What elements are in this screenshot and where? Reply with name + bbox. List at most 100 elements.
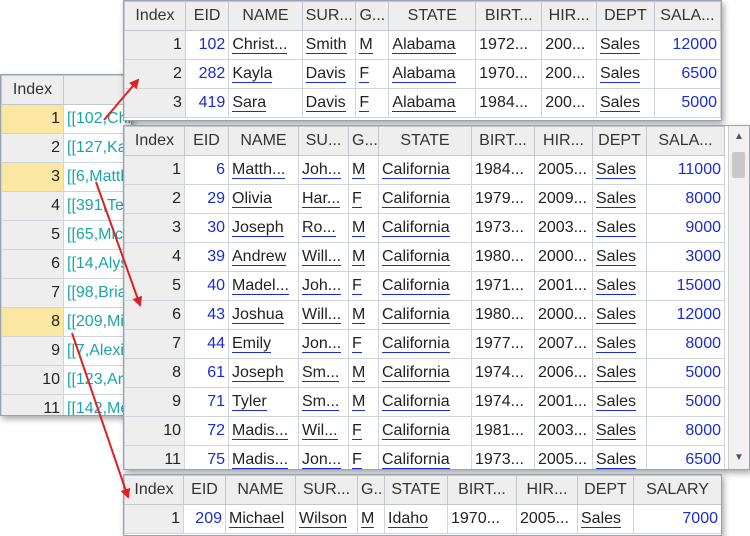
cell-text[interactable]: 1980... xyxy=(471,300,535,330)
row-index[interactable]: 1 xyxy=(1,104,64,134)
row-index[interactable]: 6 xyxy=(1,249,64,279)
cell-link[interactable]: Sales xyxy=(592,155,647,185)
cell-link-text[interactable]: Sales xyxy=(599,65,641,83)
group-value-cell[interactable]: [[102,Christian,Smith,F,Alabama,...],[28… xyxy=(63,104,131,134)
cell-text[interactable]: 1970... xyxy=(475,59,543,89)
column-header[interactable]: SUR... xyxy=(295,475,358,505)
cell-link-text[interactable]: Sales xyxy=(596,306,637,324)
cell-text[interactable]: 1972... xyxy=(475,30,543,60)
row-index[interactable]: 7 xyxy=(124,329,185,359)
cell-text[interactable]: 200... xyxy=(541,59,597,89)
cell-link[interactable]: Ro... xyxy=(298,213,349,243)
group-value-cell[interactable]: [[209,Michael,... xyxy=(63,307,131,337)
column-header[interactable]: SU... xyxy=(298,126,349,156)
column-header[interactable]: HIR... xyxy=(534,126,593,156)
cell-link-text[interactable]: California xyxy=(382,364,450,382)
cell-link[interactable]: Davis xyxy=(301,59,357,89)
cell-link[interactable]: Sales xyxy=(592,184,647,214)
cell-link[interactable]: Sales xyxy=(592,300,647,330)
row-index[interactable]: 11 xyxy=(124,445,185,469)
cell-link-text[interactable]: Sales xyxy=(596,219,637,237)
cell-link-text[interactable]: Will... xyxy=(302,248,342,266)
cell-link-text[interactable]: California xyxy=(382,190,450,208)
cell-salary[interactable]: 3000 xyxy=(646,242,725,272)
cell-link-text[interactable]: Joh... xyxy=(302,161,342,179)
cell-link-text[interactable]: Emily xyxy=(232,335,272,353)
cell-eid[interactable]: 39 xyxy=(184,242,229,272)
row-index[interactable]: 5 xyxy=(124,271,185,301)
cell-link[interactable]: Sales xyxy=(595,88,655,118)
row-index[interactable]: 7 xyxy=(1,278,64,308)
cell-link-text[interactable]: M xyxy=(359,36,373,54)
cell-link-text[interactable]: F xyxy=(359,94,370,112)
table-row[interactable]: 8 61 Joseph Sm... M California 1974... 2006... S… xyxy=(124,358,725,388)
cell-link[interactable]: Sales xyxy=(595,59,655,89)
cell-link-text[interactable]: F xyxy=(352,422,362,440)
row-index[interactable]: 2 xyxy=(1,133,64,163)
cell-eid[interactable]: 61 xyxy=(184,358,229,388)
cell-link-text[interactable]: Joseph xyxy=(232,364,284,382)
cell-link[interactable]: Joseph xyxy=(228,358,299,388)
cell-link-text[interactable]: California xyxy=(382,219,450,237)
group-row[interactable]: 6[[14,Alyssa,... xyxy=(1,249,131,279)
cell-link[interactable]: Sales xyxy=(592,271,647,301)
cell-eid[interactable]: 30 xyxy=(184,213,229,243)
cell-text[interactable]: 2000... xyxy=(534,242,593,272)
cell-link-text[interactable]: Idaho xyxy=(388,510,429,528)
cell-text[interactable]: 2007... xyxy=(534,329,593,359)
column-header[interactable]: SALARY xyxy=(633,475,721,505)
group-value-cell[interactable]: [[7,Alexis,... xyxy=(63,336,131,366)
cell-link[interactable]: Emily xyxy=(228,329,299,359)
cell-text[interactable]: 1977... xyxy=(471,329,535,359)
cell-link[interactable]: Will... xyxy=(298,242,349,272)
cell-link[interactable]: Davis xyxy=(301,88,357,118)
group-value-cell[interactable]: [[98,Brian,... xyxy=(63,278,131,308)
cell-link-text[interactable]: California xyxy=(382,306,450,324)
cell-link[interactable]: Smith xyxy=(301,30,357,60)
cell-link-text[interactable]: F xyxy=(352,190,362,208)
column-header[interactable]: SALA... xyxy=(646,126,725,156)
cell-text[interactable]: 1974... xyxy=(471,358,535,388)
cell-link-text[interactable]: M xyxy=(352,161,366,179)
cell-link-text[interactable]: Sales xyxy=(596,364,637,382)
cell-eid[interactable]: 40 xyxy=(184,271,229,301)
group-row[interactable]: 3[[6,Matthew,... xyxy=(1,162,131,192)
cell-link-text[interactable]: California xyxy=(382,161,450,179)
row-index[interactable]: 10 xyxy=(1,365,64,395)
row-index[interactable]: 5 xyxy=(1,220,64,250)
cell-link-text[interactable]: Har... xyxy=(302,190,341,208)
cell-link[interactable]: California xyxy=(378,155,472,185)
cell-link-text[interactable]: Davis xyxy=(305,65,346,83)
cell-text[interactable]: 1979... xyxy=(471,184,535,214)
row-index[interactable]: 8 xyxy=(124,358,185,388)
cell-salary[interactable]: 9000 xyxy=(646,213,725,243)
cell-link-text[interactable]: California xyxy=(382,335,450,353)
table-row[interactable]: 2 29 Olivia Har... F California 1979... 2009...… xyxy=(124,184,725,214)
cell-link[interactable]: F xyxy=(348,271,379,301)
cell-link-text[interactable]: California xyxy=(382,248,450,266)
table-row[interactable]: 10 72 Madis... Wil... F California 1981... 2003… xyxy=(124,416,725,446)
cell-link-text[interactable]: Joseph xyxy=(232,219,284,237)
cell-salary[interactable]: 5000 xyxy=(646,387,725,417)
cell-text[interactable]: 1970... xyxy=(447,504,517,534)
cell-link-text[interactable]: California xyxy=(382,393,450,411)
cell-salary[interactable]: 5000 xyxy=(646,358,725,388)
cell-link-text[interactable]: Alabama xyxy=(392,94,456,112)
cell-link[interactable]: Joh... xyxy=(298,155,349,185)
row-index[interactable]: 9 xyxy=(124,387,185,417)
cell-link-text[interactable]: M xyxy=(352,248,366,266)
cell-link-text[interactable]: Kayla xyxy=(232,65,273,83)
cell-link-text[interactable]: Sales xyxy=(596,277,637,295)
cell-link[interactable]: Wilson xyxy=(295,504,358,534)
cell-link-text[interactable]: Wil... xyxy=(302,422,338,440)
cell-link[interactable]: Wil... xyxy=(298,416,349,446)
table-row[interactable]: 4 39 Andrew Will... M California 1980... 2000..… xyxy=(124,242,725,272)
row-index[interactable]: 4 xyxy=(124,242,185,272)
cell-link[interactable]: M xyxy=(348,155,379,185)
table-row[interactable]: 7 44 Emily Jon... F California 1977... 2007... S… xyxy=(124,329,725,359)
cell-link-text[interactable]: Madel... xyxy=(232,277,289,295)
row-index[interactable]: 1 xyxy=(124,30,186,60)
cell-link-text[interactable]: Tyler xyxy=(232,393,267,411)
cell-link[interactable]: M xyxy=(355,30,390,60)
cell-link[interactable]: California xyxy=(378,358,472,388)
